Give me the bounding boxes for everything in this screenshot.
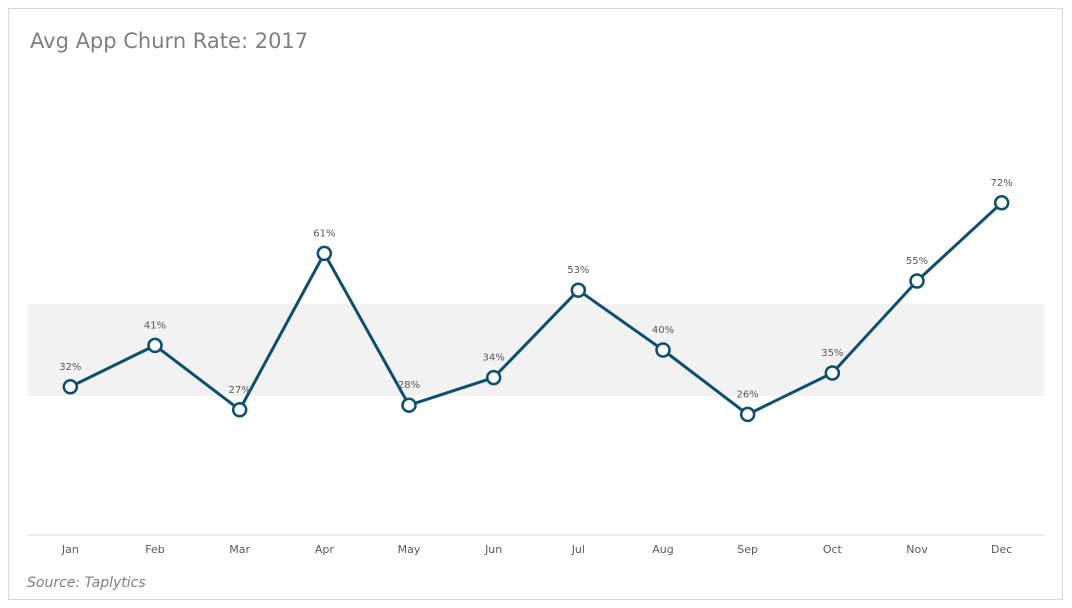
value-label: 55%: [906, 256, 928, 267]
x-tick-label: Aug: [652, 543, 673, 556]
value-label: 35%: [821, 348, 843, 359]
target-band: [28, 304, 1044, 396]
point-marker: [485, 369, 502, 386]
point-marker: [62, 379, 79, 395]
point-marker: [401, 397, 417, 413]
x-tick-label: Jan: [61, 543, 79, 556]
value-label: 26%: [737, 389, 759, 400]
x-tick-label: Jun: [484, 543, 502, 556]
x-tick-label: Apr: [315, 543, 335, 556]
value-label: 32%: [59, 362, 81, 373]
point-marker: [147, 337, 163, 354]
point-marker: [993, 195, 1010, 211]
value-label: 41%: [144, 320, 166, 331]
x-tick-label: Nov: [906, 543, 928, 556]
value-label: 53%: [567, 265, 589, 276]
point-marker: [739, 406, 756, 423]
value-label: 27%: [229, 385, 251, 396]
point-marker: [909, 273, 925, 289]
point-marker: [316, 245, 333, 262]
chart-title: Avg App Churn Rate: 2017: [30, 29, 308, 53]
value-label: 34%: [483, 353, 505, 364]
series-line: [69, 201, 1003, 416]
value-label: 28%: [398, 380, 420, 391]
value-label: 72%: [991, 178, 1013, 189]
x-tick-label: Oct: [823, 543, 843, 556]
x-tick-label: Mar: [229, 543, 250, 556]
x-tick-label: May: [398, 543, 421, 556]
point-marker: [231, 402, 248, 418]
value-label: 40%: [652, 325, 674, 336]
source-note: Source: Taplytics: [27, 575, 146, 591]
x-tick-label: Sep: [737, 543, 758, 556]
point-marker: [824, 365, 841, 381]
x-tick-label: Dec: [991, 543, 1012, 556]
value-label: 61%: [313, 228, 335, 239]
x-tick-label: Jul: [571, 543, 585, 556]
point-marker: [570, 282, 587, 298]
x-tick-label: Feb: [145, 543, 164, 556]
point-marker: [655, 342, 671, 358]
